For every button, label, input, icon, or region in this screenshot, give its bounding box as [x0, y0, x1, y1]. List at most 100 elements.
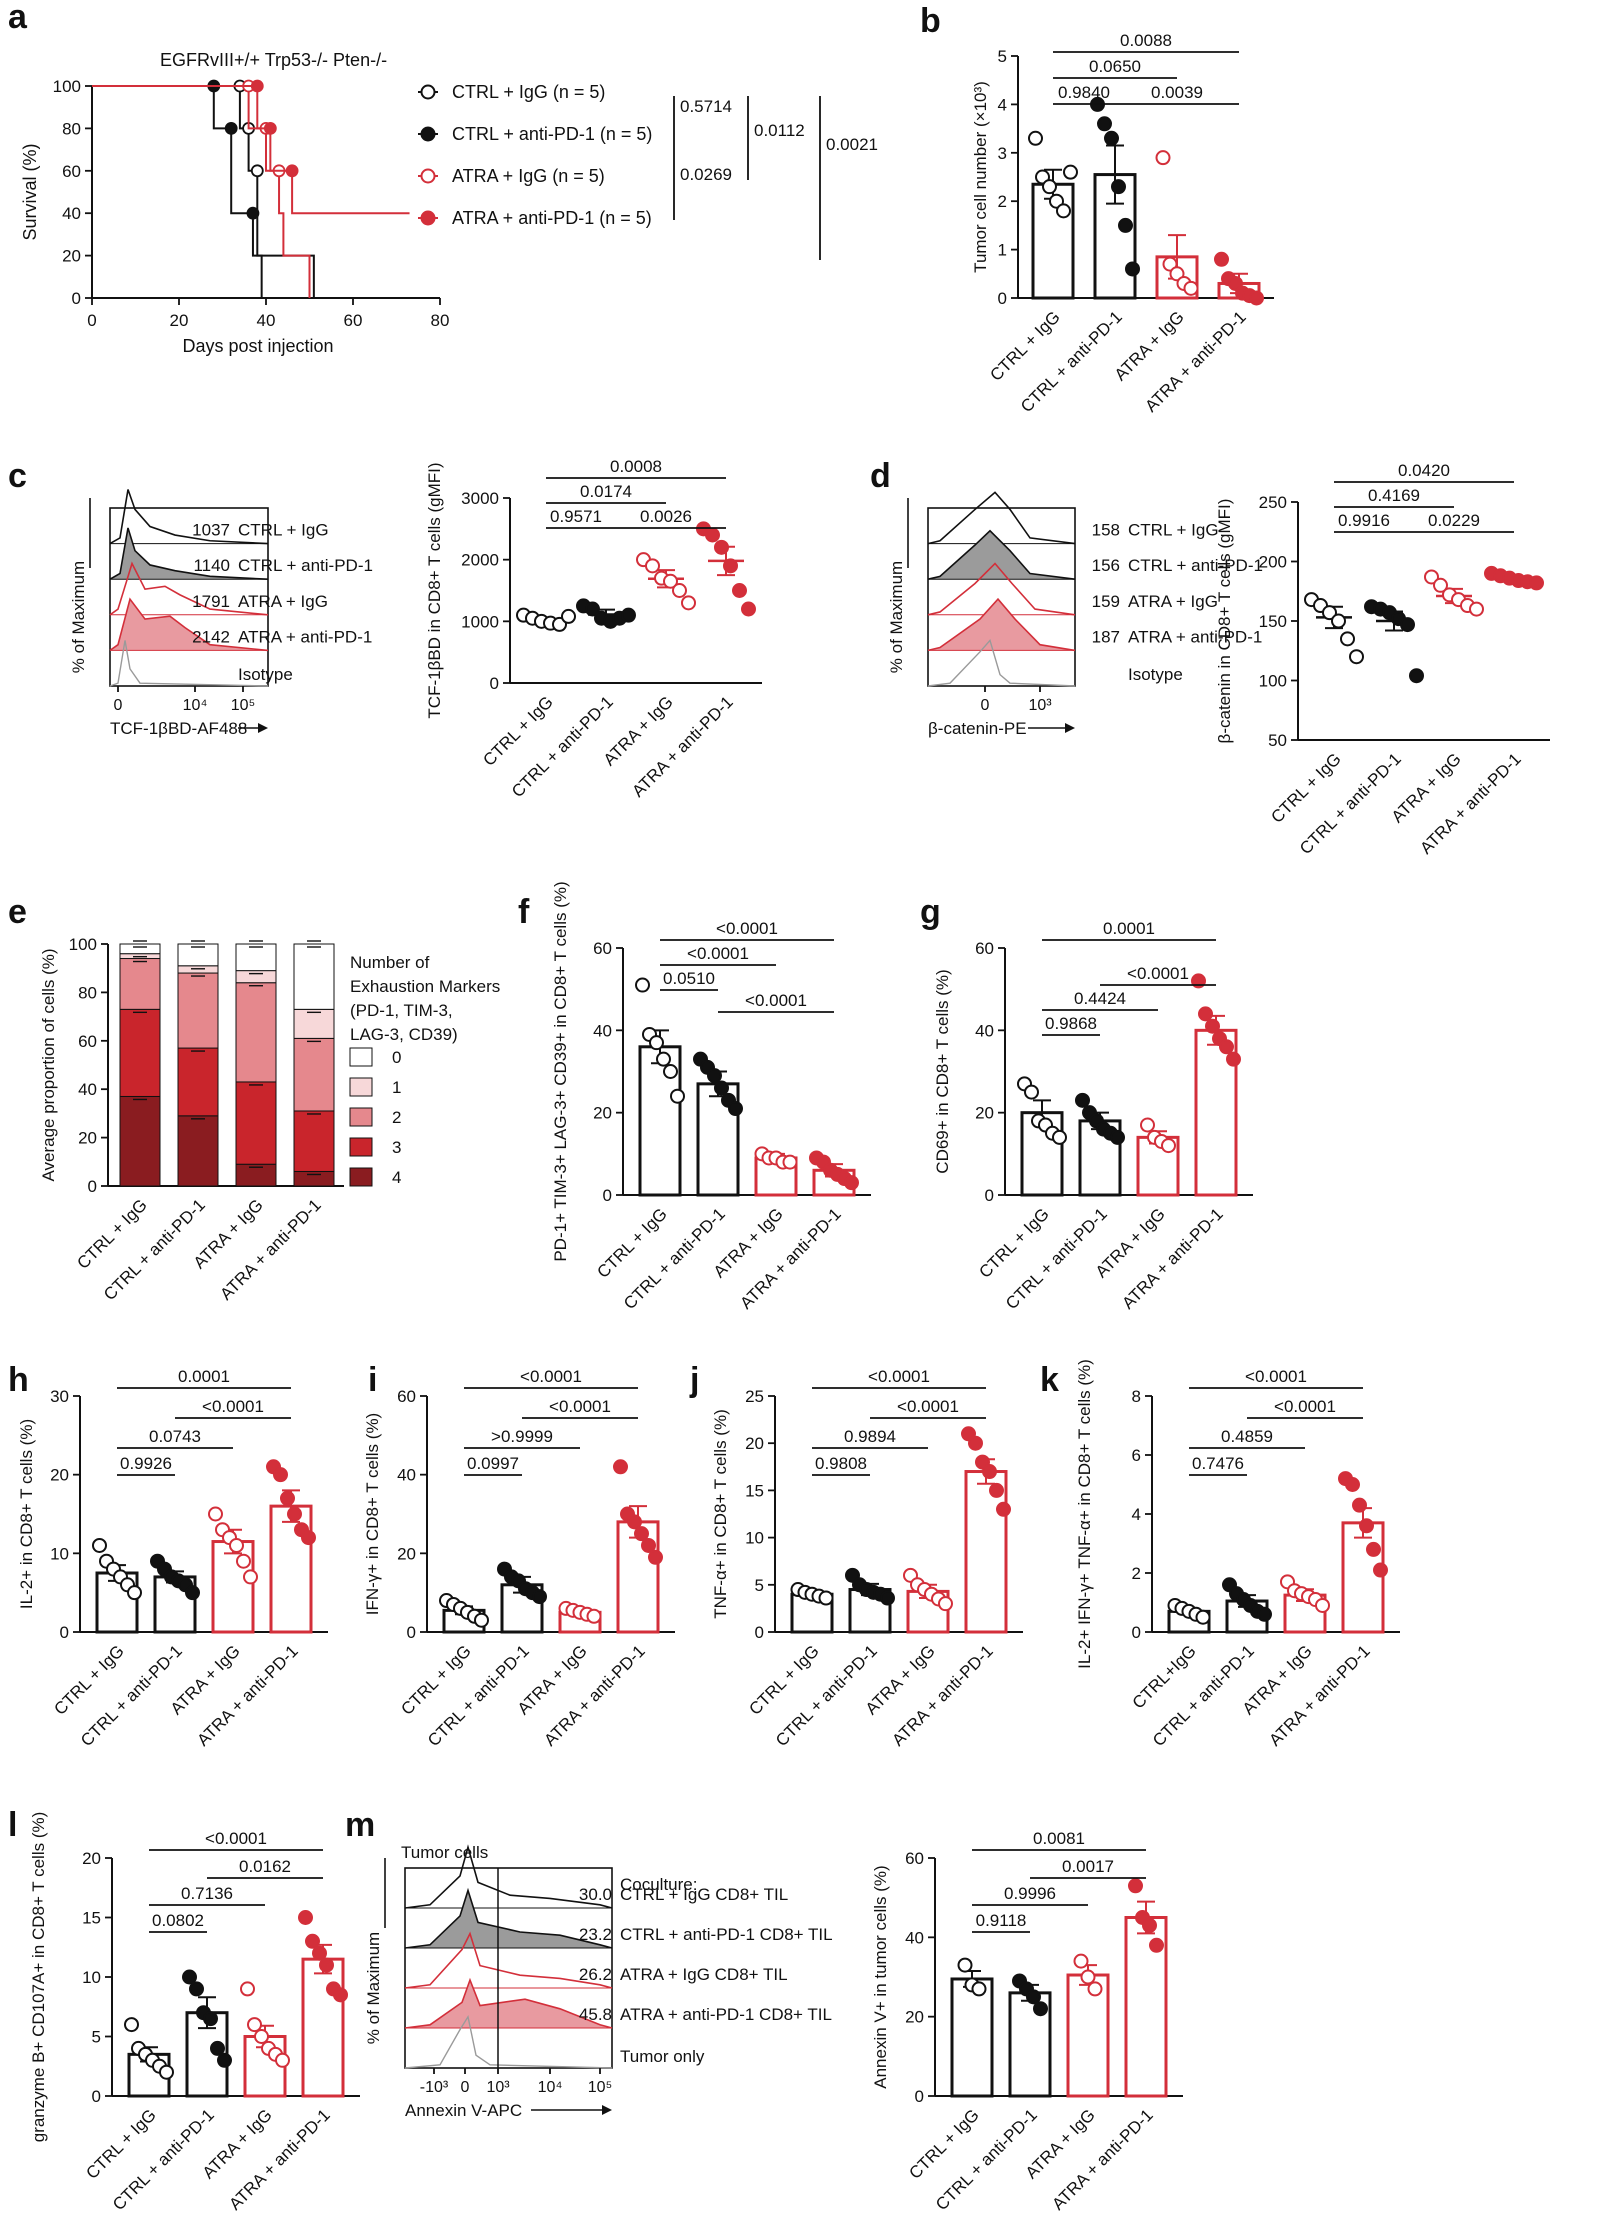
data-point [971, 1981, 987, 1997]
histogram-value: 1791 [192, 592, 230, 611]
data-point [1056, 203, 1071, 219]
isotype-label: Isotype [238, 665, 293, 684]
data-point [319, 1957, 334, 1973]
data-point [1340, 631, 1355, 647]
y-tick-label: 0 [490, 674, 499, 693]
data-point [656, 1051, 671, 1067]
y-tick-label: 0 [88, 1177, 97, 1196]
y-tick-label: 1 [998, 241, 1007, 260]
data-point [880, 1590, 895, 1606]
y-axis-label: % of Maximum [364, 1932, 383, 2044]
histogram-trace [404, 1887, 613, 1949]
histogram-trace [109, 561, 269, 616]
censor-marker [285, 164, 299, 178]
data-point [1155, 150, 1171, 166]
y-tick-label: 40 [397, 1466, 416, 1485]
stack-segment [235, 970, 277, 984]
data-point [561, 608, 576, 624]
x-tick-label: 20 [170, 311, 189, 330]
legend-label: 1 [392, 1078, 401, 1097]
censor-marker [246, 206, 260, 220]
y-tick-label: 10 [50, 1544, 69, 1563]
p-value-label: 0.9868 [1045, 1014, 1097, 1033]
data-point [273, 1467, 288, 1483]
y-tick-label: 0 [755, 1623, 764, 1642]
y-tick-label: 6 [1132, 1446, 1141, 1465]
data-point [1052, 1129, 1067, 1145]
legend-title: (PD-1, TIM-3, [350, 1001, 453, 1020]
histogram-value: 159 [1092, 592, 1120, 611]
p-value-label: 0.4859 [1221, 1427, 1273, 1446]
data-point [1110, 1129, 1125, 1145]
histogram-value: 30.0 [579, 1885, 612, 1904]
p-value-label: 0.0229 [1428, 511, 1480, 530]
p-value-label: 0.9926 [120, 1454, 172, 1473]
data-point [159, 2064, 174, 2080]
data-point [1219, 1039, 1234, 1055]
y-tick-label: 80 [78, 983, 97, 1002]
y-tick-label: 0 [985, 1186, 994, 1205]
y-tick-label: 250 [1259, 493, 1287, 512]
p-value-label: 0.9996 [1004, 1884, 1056, 1903]
data-point [312, 1945, 327, 1961]
data-point [663, 573, 678, 589]
panel-label-e: e [8, 893, 27, 931]
data-point [287, 1506, 302, 1522]
data-point [1322, 605, 1337, 621]
y-axis-label: % of Maximum [887, 561, 906, 673]
histogram-row-label: CTRL + IgG CD8+ TIL [620, 1885, 788, 1904]
y-axis-label: CD69+ in CD8+ T cells (%) [933, 969, 952, 1173]
data-point [1331, 613, 1346, 629]
y-tick-label: 20 [745, 1434, 764, 1453]
censor-marker [263, 121, 277, 135]
data-point [185, 1585, 200, 1601]
x-tick-label: ATRA + anti-PD-1 [1118, 1204, 1226, 1312]
data-point [127, 1585, 142, 1601]
p-value-label: 0.0021 [826, 135, 878, 154]
bar [950, 1977, 994, 2098]
legend-swatch [349, 1077, 373, 1097]
y-tick-label: 20 [975, 1104, 994, 1123]
x-tick-label: 60 [344, 311, 363, 330]
x-tick-label: ATRA + anti-PD-1 [628, 692, 736, 800]
y-tick-label: 20 [50, 1466, 69, 1485]
data-point [305, 1933, 320, 1949]
histogram-frame [404, 1867, 613, 2069]
histogram-row-label: CTRL + IgG [1128, 521, 1219, 540]
y-tick-label: 40 [62, 204, 81, 223]
legend-swatch [349, 1167, 373, 1187]
x-axis-label: Annexin V-APC [405, 2101, 522, 2120]
y-tick-label: 20 [78, 1129, 97, 1148]
data-point [217, 2052, 232, 2068]
histogram-row-label: CTRL + anti-PD-1 [1128, 556, 1263, 575]
data-point [1042, 179, 1057, 195]
p-value-label: 0.0510 [663, 969, 715, 988]
y-tick-label: 15 [745, 1481, 764, 1500]
histogram-value: 187 [1092, 627, 1120, 646]
histogram-value: 156 [1092, 556, 1120, 575]
data-point [1142, 1917, 1157, 1933]
data-point [1359, 1518, 1374, 1534]
data-point [1075, 1092, 1090, 1108]
legend-label: 0 [392, 1048, 401, 1067]
data-point [1028, 130, 1043, 146]
x-tick-label: 0 [461, 2079, 470, 2096]
x-tick-label: 10⁴ [538, 2079, 563, 2096]
p-value-label: <0.0001 [1127, 964, 1189, 983]
y-tick-label: 15 [82, 1909, 101, 1928]
data-point [613, 1459, 628, 1475]
legend-label: 2 [392, 1108, 401, 1127]
x-axis-arrowhead [1065, 723, 1075, 733]
y-tick-label: 8 [1132, 1387, 1141, 1406]
y-tick-label: 150 [1259, 612, 1287, 631]
data-point [280, 1490, 295, 1506]
data-point [1128, 1878, 1143, 1894]
legend-swatch [349, 1107, 373, 1127]
histogram-trace [927, 562, 1076, 616]
isotype-label: Tumor only [620, 2047, 705, 2066]
histogram-value: 23.2 [579, 1925, 612, 1944]
data-point [1345, 1477, 1360, 1492]
p-value-label: 0.0997 [467, 1454, 519, 1473]
data-point [844, 1175, 859, 1191]
legend-label: ATRA + anti-PD-1 (n = 5) [452, 208, 652, 228]
